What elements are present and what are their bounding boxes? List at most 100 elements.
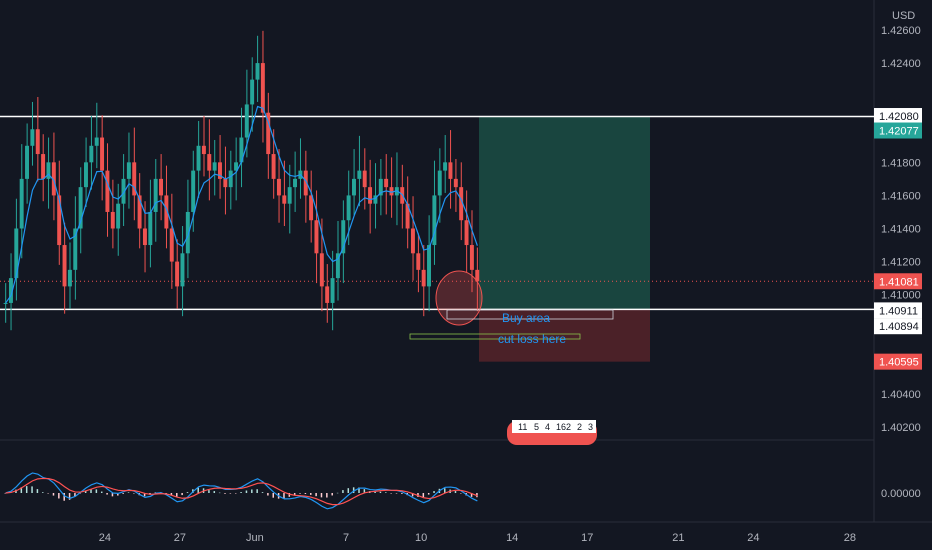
candle-body: [282, 195, 287, 204]
macd-histogram-bar: [272, 493, 274, 498]
macd-histogram-bar: [299, 493, 301, 494]
candle-body: [94, 137, 99, 146]
price-tag[interactable]: [874, 318, 922, 335]
candle-body: [469, 245, 474, 270]
macd-histogram-bar: [385, 492, 387, 493]
macd-histogram-bar: [326, 493, 328, 498]
macd-histogram-bar: [261, 492, 264, 493]
macd-signal-line: [5, 477, 478, 506]
macd-zero-label: 0.00000: [881, 488, 921, 500]
macd-histogram-bar: [304, 493, 307, 494]
candle-body: [142, 228, 147, 246]
macd-histogram-bar: [224, 493, 226, 494]
macd-histogram-bar: [374, 491, 376, 493]
candle-body: [169, 228, 174, 262]
candle-body: [35, 129, 40, 155]
event-count: 3: [588, 422, 593, 432]
candle-body: [14, 228, 19, 279]
price-tag[interactable]: [874, 353, 922, 370]
macd-histogram-bar: [197, 487, 199, 493]
macd-histogram-bar: [133, 493, 135, 494]
macd-histogram-bar: [422, 493, 425, 498]
macd-histogram-bar: [25, 486, 28, 493]
candle-body: [110, 211, 115, 229]
macd-histogram-bar: [170, 493, 173, 496]
candle-body: [196, 145, 201, 171]
price-tag[interactable]: [874, 122, 922, 139]
cut-loss-box[interactable]: [409, 333, 581, 340]
macd-histogram-bar: [315, 493, 317, 497]
candle-body: [164, 195, 169, 229]
candle-body: [453, 178, 458, 188]
buy-area-box[interactable]: [446, 309, 614, 320]
time-tick-label: 24: [747, 532, 759, 544]
macd-histogram-bar: [74, 493, 76, 497]
candle-body: [78, 187, 83, 229]
candle-body: [100, 137, 105, 171]
candle-body: [293, 178, 297, 188]
candle-body: [30, 129, 35, 146]
long-position-target-zone[interactable]: [479, 116, 650, 310]
macd-histogram-bar: [63, 493, 65, 501]
macd-histogram-bar: [229, 493, 232, 494]
macd-histogram-bar: [176, 493, 178, 497]
macd-histogram-bar: [288, 493, 291, 497]
macd-histogram-bar: [411, 493, 414, 497]
event-count: 4: [545, 422, 550, 432]
long-position-stop-zone[interactable]: [479, 309, 650, 362]
price-tag-label: 1.42077: [879, 126, 919, 138]
price-tag[interactable]: [874, 302, 922, 319]
highlight-circle[interactable]: [435, 270, 483, 326]
macd-histogram-bar: [358, 487, 360, 493]
macd-histogram-bar: [127, 492, 130, 493]
macd-histogram-bar: [390, 493, 392, 494]
candle-body: [330, 278, 335, 303]
macd-histogram-bar: [320, 493, 323, 498]
candle-body: [19, 178, 24, 229]
time-tick-label: Jun: [246, 532, 264, 544]
candle-body: [341, 220, 346, 254]
macd-histogram-bar: [234, 493, 237, 494]
candle-body: [250, 79, 255, 105]
event-count: 5: [534, 422, 539, 432]
price-tag[interactable]: [874, 273, 922, 290]
candle-body: [389, 187, 394, 196]
macd-histogram-bar: [240, 492, 242, 493]
candle-body: [314, 220, 319, 254]
macd-histogram-bar: [143, 493, 146, 497]
macd-histogram-bar: [342, 490, 344, 493]
candle-body: [218, 162, 222, 179]
time-tick-label: 28: [844, 532, 856, 544]
macd-histogram-bar: [433, 491, 435, 493]
candle-body: [405, 203, 410, 229]
time-tick-label: 27: [174, 532, 186, 544]
candle-body: [384, 178, 389, 188]
macd-histogram-bar: [100, 491, 103, 493]
price-tick-label: 1.41400: [881, 224, 921, 236]
macd-histogram-bar: [68, 493, 71, 500]
macd-histogram-bar: [122, 493, 124, 494]
candle-body: [159, 178, 163, 196]
candle-body: [346, 195, 351, 221]
price-tick-label: 1.41200: [881, 257, 921, 269]
candle-body: [266, 112, 271, 155]
price-tag[interactable]: [874, 108, 922, 125]
macd-histogram-bar: [181, 493, 183, 496]
candle-body: [271, 154, 276, 179]
macd-histogram-bar: [31, 486, 33, 493]
candle-body: [319, 253, 324, 287]
time-tick-label: 17: [581, 532, 593, 544]
macd-histogram-bar: [256, 489, 258, 493]
macd-histogram-bar: [352, 487, 355, 493]
candle-body: [191, 170, 196, 212]
price-tick-label: 1.40400: [881, 389, 921, 401]
macd-histogram-bar: [36, 489, 39, 493]
candle-body: [62, 245, 67, 287]
currency-label: USD: [892, 10, 915, 22]
macd-histogram-bar: [58, 493, 60, 499]
macd-histogram-bar: [79, 493, 82, 494]
macd-histogram-bar: [401, 493, 403, 494]
macd-histogram-bar: [90, 489, 92, 493]
candle-body: [234, 162, 239, 171]
